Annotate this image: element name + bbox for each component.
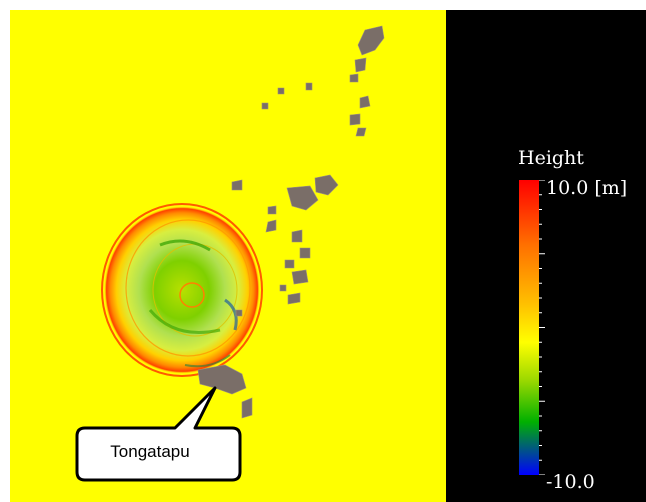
tongatapu-label: Tongatapu (110, 442, 190, 461)
legend-title: Height (518, 147, 584, 169)
island-tongatapu (197, 364, 247, 395)
island-vavau (286, 185, 319, 211)
islands (197, 25, 385, 419)
tsunami-height-map (10, 10, 446, 502)
tongatapu-callout (75, 386, 242, 482)
island-eua (241, 397, 253, 419)
legend-max-label: 10.0 [m] (546, 177, 628, 199)
colorbar-ticks (539, 180, 545, 475)
legend-min-label: -10.0 (546, 471, 595, 493)
legend-panel: Height 10.0 [m] -10.0 (446, 10, 646, 502)
island-north-b (354, 57, 367, 73)
island-north-a (357, 25, 385, 56)
height-colorbar (519, 180, 539, 475)
wave-front (101, 203, 263, 377)
